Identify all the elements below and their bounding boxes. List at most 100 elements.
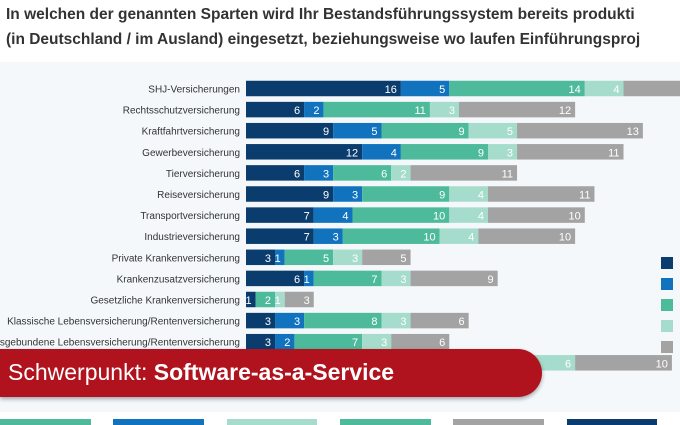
bar-segment xyxy=(391,165,411,181)
bar-segment xyxy=(458,101,576,118)
decorative-stripe xyxy=(0,419,91,425)
bar-segment xyxy=(439,228,479,244)
bar-segment xyxy=(275,291,285,308)
data-label: 10 xyxy=(559,232,571,244)
data-label: 3 xyxy=(352,253,358,265)
data-label: 8 xyxy=(371,316,377,328)
data-label: 11 xyxy=(579,190,590,202)
data-label: 1 xyxy=(275,295,281,307)
category-label: Fondsgebundene Lebensversicherung/Renten… xyxy=(0,338,240,349)
banner-text: Schwerpunkt: Software-as-a-Service xyxy=(8,359,394,386)
bar-segment xyxy=(362,333,392,350)
bar-segment xyxy=(449,80,585,97)
data-label: 12 xyxy=(346,147,358,159)
bar-segment xyxy=(391,333,450,350)
data-label: 10 xyxy=(423,232,435,244)
bar-segment xyxy=(284,291,314,308)
data-label: 3 xyxy=(304,295,310,307)
data-label: 7 xyxy=(304,232,310,244)
data-label: 3 xyxy=(265,253,271,265)
data-label: 5 xyxy=(507,126,513,138)
bar-segment xyxy=(313,270,382,287)
data-label: 1 xyxy=(304,274,310,286)
bar-segment xyxy=(362,144,401,160)
bar-segment xyxy=(246,101,305,118)
bar-segment xyxy=(304,270,314,287)
data-label: 2 xyxy=(313,105,319,117)
data-label: 11 xyxy=(414,105,425,117)
bar-segment xyxy=(246,80,401,97)
bar-segment xyxy=(429,101,459,118)
data-label: 12 xyxy=(559,105,571,117)
bar-segment xyxy=(342,228,440,244)
data-label: 3 xyxy=(507,147,513,159)
bar-segment xyxy=(623,80,680,97)
category-label: Tierversicherung xyxy=(166,169,240,180)
decorative-stripe xyxy=(566,419,658,425)
data-label: 6 xyxy=(565,358,571,370)
data-label: 9 xyxy=(323,126,329,138)
decorative-stripe xyxy=(226,419,318,425)
bar-segment xyxy=(381,270,411,287)
bar-segment xyxy=(584,80,624,97)
category-label: Gesetzliche Krankenversicherung xyxy=(90,296,240,307)
bar-segment xyxy=(449,207,488,223)
category-label: Kraftfahrtversicherung xyxy=(142,127,240,138)
bar-segment xyxy=(488,207,585,223)
data-label: 9 xyxy=(439,190,445,202)
data-label: 5 xyxy=(371,126,377,138)
data-label: 7 xyxy=(371,274,377,286)
category-label: Gewerbeversicherung xyxy=(142,148,240,159)
data-label: 3 xyxy=(333,232,339,244)
bar-segment xyxy=(246,270,305,287)
bar-segment xyxy=(246,186,334,202)
data-label: 9 xyxy=(323,190,329,202)
bar-segment xyxy=(362,249,411,266)
data-label: 6 xyxy=(459,316,465,328)
bar-segment xyxy=(255,291,276,308)
stacked-bar-chart: SHJ-Versicherungen 16 5 14 4Rechtsschutzvers… xyxy=(0,80,680,371)
bar-segment xyxy=(575,355,672,371)
chart-title-line-1: In welchen der genannten Sparten wird Ih… xyxy=(6,6,635,23)
data-label: 2 xyxy=(400,168,406,180)
category-label: SHJ-Versicherungen xyxy=(148,85,240,96)
data-label: 4 xyxy=(478,211,484,223)
decorative-stripe xyxy=(340,419,431,425)
bar-segment xyxy=(410,312,469,329)
bar-segment xyxy=(381,312,411,329)
bar-segment xyxy=(275,312,305,329)
data-label: 3 xyxy=(352,190,358,202)
data-label: 16 xyxy=(385,84,397,96)
data-label: 6 xyxy=(294,168,300,180)
bar-segment xyxy=(246,249,276,266)
bar-segment xyxy=(410,270,498,287)
bar-segment xyxy=(313,228,343,244)
legend-swatch xyxy=(661,341,673,353)
data-label: 4 xyxy=(478,190,484,202)
data-label: 10 xyxy=(433,211,445,223)
bar-segment xyxy=(517,122,643,139)
data-label: 7 xyxy=(352,337,358,349)
bar-segment xyxy=(275,333,295,350)
bar-segment xyxy=(304,312,382,329)
bar-segment xyxy=(362,186,450,202)
legend-swatch xyxy=(661,320,673,332)
bar-segment xyxy=(246,165,305,181)
data-label: 5 xyxy=(439,84,445,96)
data-label: 3 xyxy=(294,316,300,328)
data-label: 3 xyxy=(323,168,329,180)
data-label: 5 xyxy=(400,253,406,265)
bar-segment xyxy=(449,186,488,202)
bar-segment xyxy=(333,122,382,139)
category-label: Krankenzusatzversicherung xyxy=(117,274,240,285)
bar-segment xyxy=(246,333,276,350)
data-label: 4 xyxy=(391,147,397,159)
bar-segment xyxy=(488,186,595,202)
bar-segment xyxy=(246,144,363,160)
title-area: In welchen der genannten Sparten wird Ih… xyxy=(0,0,680,62)
bar-segment xyxy=(284,249,334,266)
bar-segment xyxy=(304,165,334,181)
data-label: 1 xyxy=(275,253,281,265)
data-label: 6 xyxy=(294,274,300,286)
data-label: 3 xyxy=(400,316,406,328)
